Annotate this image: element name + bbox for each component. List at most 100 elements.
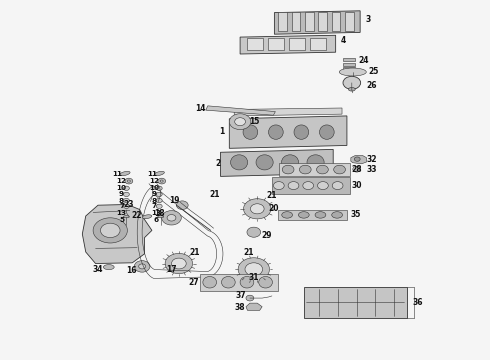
- Circle shape: [334, 165, 345, 174]
- Ellipse shape: [315, 212, 326, 218]
- Circle shape: [176, 201, 188, 210]
- Polygon shape: [206, 106, 275, 115]
- Text: 30: 30: [351, 181, 362, 190]
- Polygon shape: [351, 156, 367, 164]
- Text: 12: 12: [117, 178, 126, 184]
- Text: 21: 21: [244, 248, 254, 257]
- Polygon shape: [269, 38, 284, 50]
- Circle shape: [299, 165, 311, 174]
- Text: 22: 22: [131, 211, 142, 220]
- Circle shape: [123, 204, 129, 208]
- Text: 17: 17: [166, 266, 177, 274]
- Polygon shape: [292, 12, 300, 31]
- Circle shape: [162, 211, 181, 225]
- Polygon shape: [82, 204, 152, 264]
- Ellipse shape: [348, 87, 355, 91]
- Circle shape: [247, 227, 261, 237]
- Polygon shape: [343, 67, 355, 70]
- Polygon shape: [310, 38, 326, 50]
- Ellipse shape: [120, 171, 130, 176]
- Text: 16: 16: [126, 266, 137, 275]
- Text: 5: 5: [119, 217, 124, 223]
- Ellipse shape: [339, 68, 366, 76]
- Ellipse shape: [103, 265, 114, 270]
- Text: 13: 13: [117, 210, 126, 216]
- Ellipse shape: [282, 155, 299, 170]
- Polygon shape: [240, 35, 336, 54]
- Polygon shape: [278, 12, 287, 31]
- Text: 12: 12: [149, 178, 159, 184]
- Text: 20: 20: [268, 204, 279, 213]
- Circle shape: [343, 76, 361, 89]
- Ellipse shape: [259, 276, 272, 288]
- Text: 28: 28: [351, 165, 362, 174]
- Text: 31: 31: [248, 274, 259, 282]
- Ellipse shape: [154, 171, 164, 176]
- Circle shape: [156, 186, 162, 190]
- Polygon shape: [234, 108, 342, 116]
- Text: 11: 11: [113, 171, 122, 176]
- Polygon shape: [246, 303, 262, 310]
- Ellipse shape: [203, 276, 217, 288]
- Circle shape: [317, 165, 328, 174]
- Circle shape: [303, 181, 314, 189]
- Circle shape: [244, 199, 271, 219]
- Polygon shape: [200, 274, 278, 291]
- Circle shape: [123, 186, 129, 190]
- Circle shape: [134, 261, 150, 272]
- Ellipse shape: [221, 276, 235, 288]
- Ellipse shape: [243, 125, 258, 139]
- Circle shape: [172, 258, 186, 269]
- Text: 34: 34: [93, 265, 103, 274]
- Polygon shape: [229, 116, 347, 148]
- Polygon shape: [220, 149, 333, 176]
- Text: 4: 4: [341, 36, 345, 45]
- Ellipse shape: [298, 212, 309, 218]
- Circle shape: [250, 204, 264, 214]
- Ellipse shape: [158, 216, 164, 218]
- Text: 10: 10: [117, 185, 126, 191]
- Circle shape: [229, 114, 251, 130]
- Circle shape: [246, 295, 254, 301]
- Circle shape: [127, 180, 130, 182]
- Text: 33: 33: [366, 165, 377, 174]
- Circle shape: [353, 166, 361, 172]
- Polygon shape: [305, 12, 314, 31]
- Circle shape: [165, 253, 193, 274]
- Text: 1: 1: [219, 127, 224, 136]
- Polygon shape: [304, 287, 407, 318]
- Circle shape: [235, 118, 245, 126]
- Text: 10: 10: [149, 185, 159, 191]
- Text: 14: 14: [196, 104, 206, 113]
- Ellipse shape: [142, 215, 152, 219]
- Text: 32: 32: [366, 155, 377, 164]
- Polygon shape: [274, 11, 360, 34]
- Polygon shape: [345, 12, 354, 31]
- Text: 9: 9: [152, 192, 157, 197]
- Text: 35: 35: [350, 210, 361, 219]
- Text: 6: 6: [153, 217, 158, 223]
- Polygon shape: [247, 38, 263, 50]
- Text: 29: 29: [262, 231, 272, 240]
- Text: 36: 36: [412, 298, 423, 307]
- Circle shape: [160, 180, 163, 182]
- Circle shape: [332, 181, 343, 189]
- Polygon shape: [279, 163, 350, 176]
- Text: 9: 9: [119, 192, 124, 197]
- Text: 23: 23: [123, 200, 134, 209]
- Text: 25: 25: [368, 68, 379, 77]
- Ellipse shape: [123, 216, 129, 218]
- Text: 24: 24: [358, 57, 369, 66]
- Circle shape: [125, 178, 133, 184]
- Circle shape: [123, 192, 129, 197]
- Circle shape: [167, 215, 176, 221]
- Text: 21: 21: [267, 191, 277, 199]
- Ellipse shape: [307, 155, 324, 170]
- Ellipse shape: [319, 125, 334, 139]
- Polygon shape: [278, 210, 347, 220]
- Circle shape: [273, 181, 284, 189]
- Text: 38: 38: [235, 303, 245, 312]
- Ellipse shape: [269, 125, 283, 139]
- Ellipse shape: [282, 212, 293, 218]
- Text: 8: 8: [152, 198, 157, 203]
